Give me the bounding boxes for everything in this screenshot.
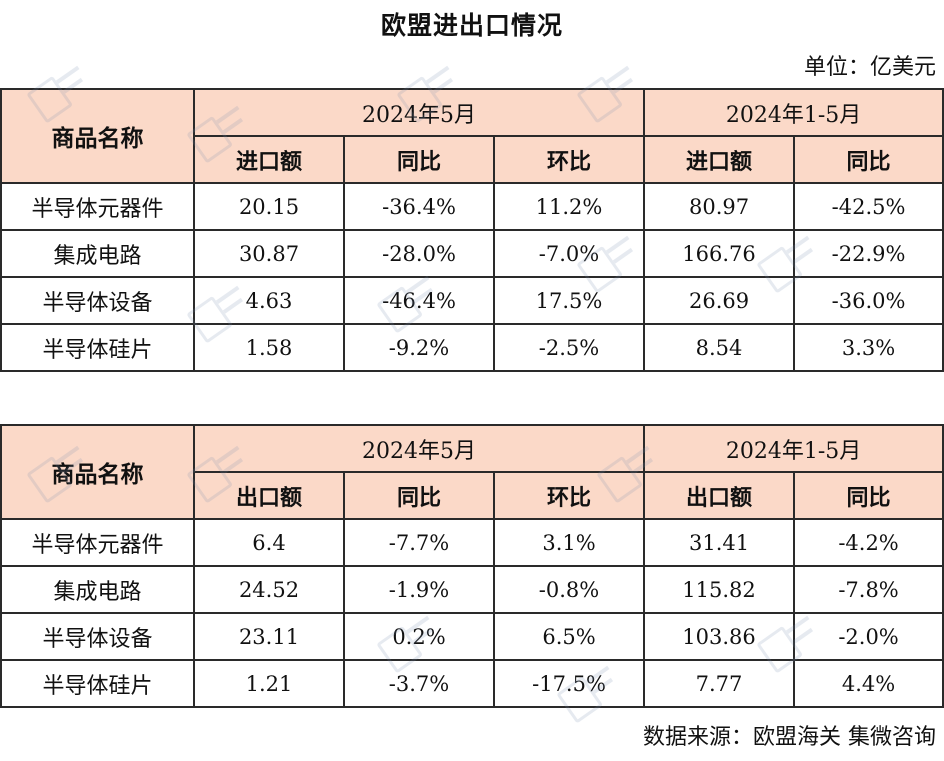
- cell-value: 0.2%: [343, 612, 495, 661]
- cell-value: -3.7%: [343, 659, 495, 708]
- cell-value: 1.21: [193, 659, 345, 708]
- subheader-ytd-amount: 进口额: [643, 135, 796, 184]
- subheader-ytd-yoy: 同比: [793, 471, 944, 520]
- cell-value: -2.0%: [793, 612, 944, 661]
- cell-value: 4.4%: [793, 659, 944, 708]
- cell-value: -42.5%: [793, 182, 944, 231]
- table-row: 半导体设备 4.63 -46.4% 17.5% 26.69 -36.0%: [0, 276, 944, 325]
- cell-value: -1.9%: [343, 565, 495, 614]
- cell-value: 24.52: [193, 565, 345, 614]
- cell-value: 17.5%: [492, 276, 646, 325]
- cell-value: -36.0%: [793, 276, 944, 325]
- cell-value: -7.7%: [343, 518, 495, 567]
- cell-value: -36.4%: [343, 182, 495, 231]
- table-row: 半导体硅片 1.58 -9.2% -2.5% 8.54 3.3%: [0, 323, 944, 372]
- table-row: 半导体硅片 1.21 -3.7% -17.5% 7.77 4.4%: [0, 659, 944, 708]
- subheader-yoy: 同比: [343, 471, 495, 520]
- subheader-amount: 进口额: [193, 135, 345, 184]
- cell-value: 7.77: [643, 659, 796, 708]
- cell-value: -7.8%: [793, 565, 944, 614]
- table-row: 集成电路 24.52 -1.9% -0.8% 115.82 -7.8%: [0, 565, 944, 614]
- cell-value: -4.2%: [793, 518, 944, 567]
- cell-value: 26.69: [643, 276, 796, 325]
- cell-value: 6.5%: [492, 612, 646, 661]
- table-row: 半导体元器件 6.4 -7.7% 3.1% 31.41 -4.2%: [0, 518, 944, 567]
- cell-value: 3.1%: [492, 518, 646, 567]
- cell-value: 30.87: [193, 229, 345, 278]
- cell-value: 8.54: [643, 323, 796, 372]
- subheader-ytd-yoy: 同比: [793, 135, 944, 184]
- period-header-month: 2024年5月: [192, 88, 646, 137]
- cell-value: -2.5%: [492, 323, 646, 372]
- row-name: 集成电路: [0, 565, 195, 614]
- table-row: 集成电路 30.87 -28.0% -7.0% 166.76 -22.9%: [0, 229, 944, 278]
- cell-value: 80.97: [643, 182, 796, 231]
- cell-value: -7.0%: [492, 229, 646, 278]
- subheader-yoy: 同比: [343, 135, 495, 184]
- cell-value: -0.8%: [492, 565, 646, 614]
- cell-value: 20.15: [193, 182, 345, 231]
- subheader-amount: 出口额: [193, 471, 345, 520]
- name-column-header: 商品名称: [0, 88, 195, 184]
- row-name: 半导体设备: [0, 612, 195, 661]
- period-header-month: 2024年5月: [192, 424, 646, 473]
- row-name: 集成电路: [0, 229, 195, 278]
- table-row: 半导体元器件 20.15 -36.4% 11.2% 80.97 -42.5%: [0, 182, 944, 231]
- period-header-ytd: 2024年1-5月: [643, 88, 944, 137]
- cell-value: 11.2%: [492, 182, 646, 231]
- cell-value: 4.63: [193, 276, 345, 325]
- table-row: 半导体设备 23.11 0.2% 6.5% 103.86 -2.0%: [0, 612, 944, 661]
- name-column-header: 商品名称: [0, 424, 195, 520]
- cell-value: -17.5%: [492, 659, 646, 708]
- row-name: 半导体元器件: [0, 518, 195, 567]
- cell-value: 23.11: [193, 612, 345, 661]
- cell-value: 3.3%: [793, 323, 944, 372]
- cell-value: 1.58: [193, 323, 345, 372]
- subheader-ytd-amount: 出口额: [643, 471, 796, 520]
- page-title: 欧盟进出口情况: [380, 11, 563, 40]
- cell-value: -9.2%: [343, 323, 495, 372]
- cell-value: 31.41: [643, 518, 796, 567]
- unit-label: 单位：亿美元: [803, 55, 936, 80]
- subheader-mom: 环比: [492, 135, 646, 184]
- cell-value: 166.76: [643, 229, 796, 278]
- cell-value: 103.86: [643, 612, 796, 661]
- export-table: 商品名称 2024年5月 2024年1-5月 出口额 同比 环比 出口额 同比 …: [0, 424, 944, 708]
- subheader-mom: 环比: [492, 471, 646, 520]
- cell-value: -46.4%: [343, 276, 495, 325]
- row-name: 半导体设备: [0, 276, 195, 325]
- period-header-ytd: 2024年1-5月: [643, 424, 944, 473]
- import-table: 商品名称 2024年5月 2024年1-5月 进口额 同比 环比 进口额 同比 …: [0, 88, 944, 372]
- cell-value: -22.9%: [793, 229, 944, 278]
- cell-value: 115.82: [643, 565, 796, 614]
- row-name: 半导体硅片: [0, 659, 195, 708]
- source-note: 数据来源：欧盟海关 集微咨询: [643, 725, 936, 750]
- cell-value: -28.0%: [343, 229, 495, 278]
- row-name: 半导体元器件: [0, 182, 195, 231]
- row-name: 半导体硅片: [0, 323, 195, 372]
- cell-value: 6.4: [193, 518, 345, 567]
